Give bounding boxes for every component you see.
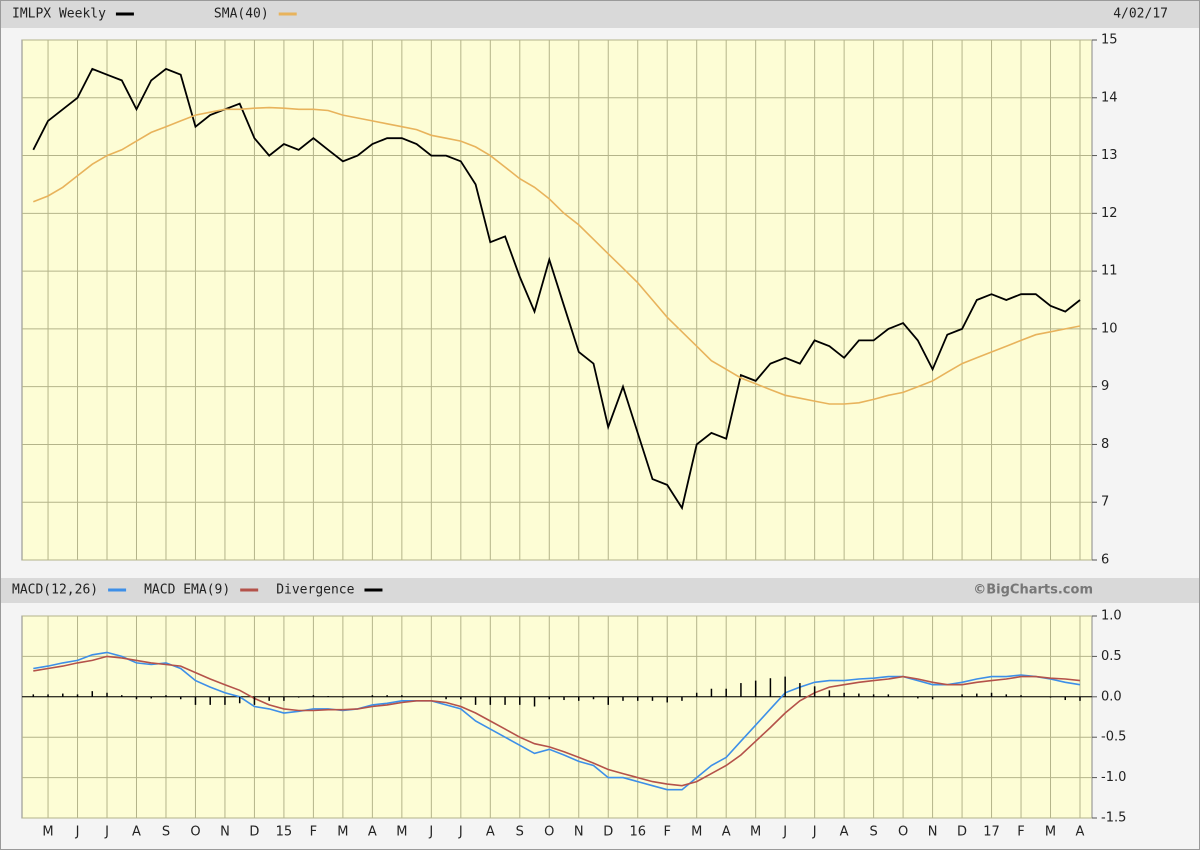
plot-area	[21, 39, 1093, 561]
x-tick-label: 16	[629, 825, 646, 840]
credit: ©BigCharts.com	[973, 583, 1093, 598]
legend-label: Divergence	[276, 583, 354, 598]
x-tick-label: D	[603, 825, 613, 840]
y-tick-label: 15	[1101, 33, 1118, 48]
x-tick-label: J	[812, 825, 817, 840]
x-tick-label: D	[249, 825, 259, 840]
x-tick-label: 15	[276, 825, 293, 840]
x-tick-label: N	[928, 825, 938, 840]
x-tick-label: F	[1017, 825, 1024, 840]
y-tick-label: 11	[1101, 264, 1118, 279]
x-tick-label: O	[190, 825, 200, 840]
x-tick-label: S	[162, 825, 170, 840]
x-tick-label: M	[691, 825, 702, 840]
x-tick-label: J	[782, 825, 787, 840]
series-line	[33, 106, 1081, 405]
x-tick-label: S	[516, 825, 524, 840]
x-tick-label: A	[722, 825, 731, 840]
x-tick-label: A	[368, 825, 377, 840]
x-tick-label: M	[396, 825, 407, 840]
x-tick-label: J	[458, 825, 463, 840]
x-tick-label: M	[750, 825, 761, 840]
y-tick-label: -1.5	[1101, 811, 1126, 826]
plot-area	[21, 615, 1093, 819]
y-tick-label: 13	[1101, 148, 1118, 163]
x-tick-label: F	[663, 825, 670, 840]
x-tick-label: O	[544, 825, 554, 840]
x-tick-label: M	[42, 825, 53, 840]
series-line	[32, 67, 1081, 511]
y-tick-label: 9	[1101, 379, 1109, 394]
y-tick-label: 6	[1101, 553, 1109, 568]
legend-label: SMA(40)	[214, 7, 269, 22]
y-tick-label: 14	[1101, 90, 1118, 105]
x-tick-label: M	[1045, 825, 1056, 840]
x-tick-label: N	[574, 825, 584, 840]
x-tick-label: M	[337, 825, 348, 840]
y-tick-label: 1.0	[1101, 609, 1122, 624]
header-bar	[1, 578, 1199, 603]
legend-label: MACD EMA(9)	[144, 583, 230, 598]
legend-label: MACD(12,26)	[12, 583, 98, 598]
y-tick-label: -1.0	[1101, 770, 1126, 785]
x-tick-label: S	[869, 825, 877, 840]
x-tick-label: 17	[983, 825, 1000, 840]
x-tick-label: A	[132, 825, 141, 840]
x-tick-label: N	[220, 825, 230, 840]
x-tick-label: A	[486, 825, 495, 840]
series-line	[33, 655, 1081, 787]
x-tick-label: J	[75, 825, 80, 840]
y-tick-label: 8	[1101, 437, 1109, 452]
x-tick-label: F	[310, 825, 317, 840]
x-tick-label: O	[898, 825, 908, 840]
y-tick-label: 7	[1101, 495, 1109, 510]
y-tick-label: -0.5	[1101, 730, 1126, 745]
x-tick-label: D	[957, 825, 967, 840]
y-tick-label: 0.5	[1101, 649, 1122, 664]
date-label: 4/02/17	[1113, 7, 1168, 22]
x-tick-label: A	[840, 825, 849, 840]
y-tick-label: 10	[1101, 321, 1118, 336]
header-bar	[1, 1, 1199, 28]
y-tick-label: 0.0	[1101, 689, 1122, 704]
x-tick-label: J	[428, 825, 433, 840]
x-tick-label: A	[1076, 825, 1085, 840]
legend-label: IMLPX Weekly	[12, 7, 106, 22]
y-tick-label: 12	[1101, 206, 1118, 221]
x-tick-label: J	[104, 825, 109, 840]
